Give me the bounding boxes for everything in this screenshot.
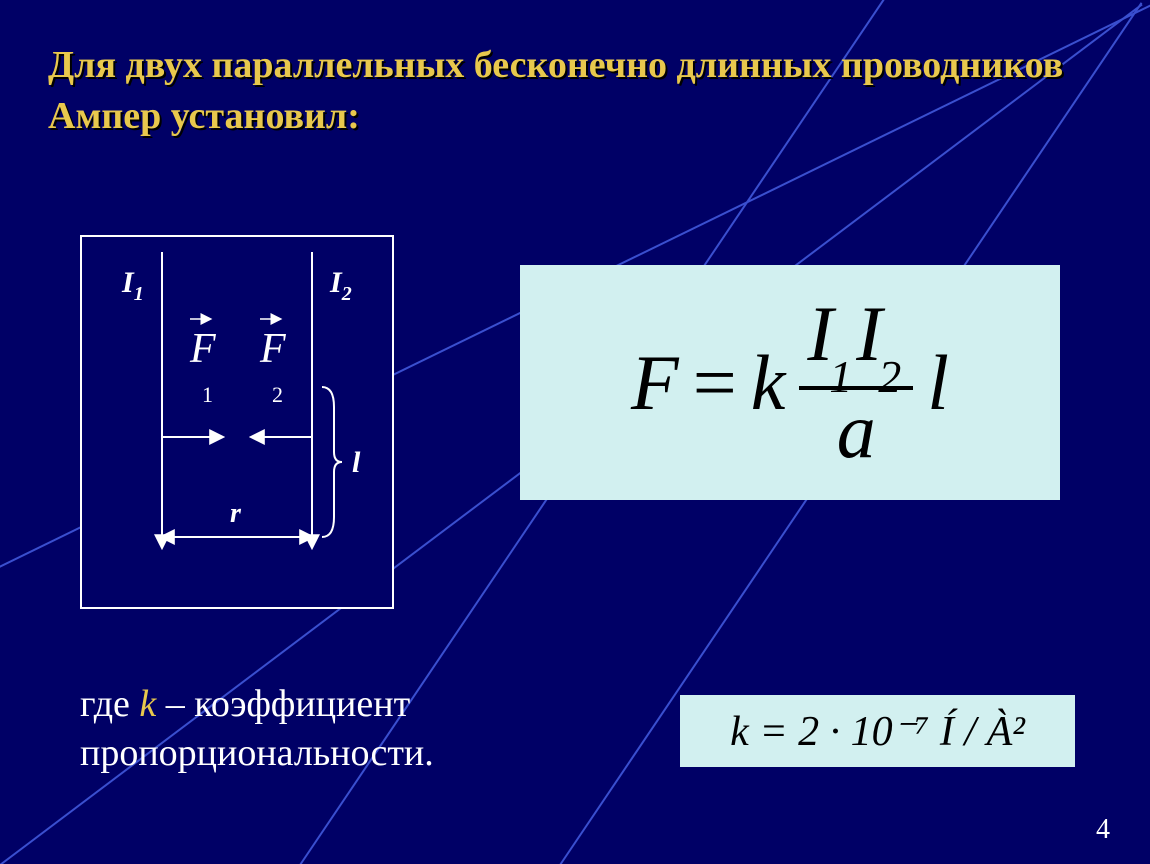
formula-I2-sub: 2 [878,351,901,402]
formula-k-box: k = 2 · 10⁻⁷ Í / À² [680,695,1075,767]
formula-I1-sub: 1 [829,351,852,402]
slide-number: 4 [1096,814,1110,846]
formula-l: l [927,338,949,428]
formula-fraction: I1I2 a [799,295,913,471]
svg-text:F: F [259,326,286,372]
f1-label: F [189,326,216,372]
i1-sub: 1 [134,283,144,305]
footer-text: где k – коэффициент пропорциональности. [80,680,434,779]
diagram: I1 I2 F 1 F 2 r [80,235,394,609]
f1-sub: 1 [202,382,213,407]
footer-pre: где [80,683,139,725]
footer-line2: пропорциональности. [80,732,434,774]
f2-sub: 2 [272,382,283,407]
f2-label: F [259,326,286,372]
slide-title: Для двух параллельных бесконечно длинных… [48,40,1102,143]
i2-sub: 2 [341,283,352,305]
footer-k: k [139,683,156,725]
diagram-svg: I1 I2 F 1 F 2 r [82,237,392,607]
l-label: l [352,446,361,479]
formula-main: F = k I1I2 a l [520,265,1060,500]
r-label: r [230,498,242,529]
formula-k-text: k = 2 · 10⁻⁷ Í / À² [730,706,1025,756]
formula-eq: = [693,338,737,428]
formula-F: F [631,338,679,428]
formula-a: a [829,392,884,470]
svg-text:I1: I1 [121,266,144,305]
svg-text:I2: I2 [329,266,352,305]
slide: Для двух параллельных бесконечно длинных… [0,0,1150,864]
footer-post: – коэффициент [156,683,410,725]
svg-text:F: F [189,326,216,372]
formula-k: k [751,338,786,428]
